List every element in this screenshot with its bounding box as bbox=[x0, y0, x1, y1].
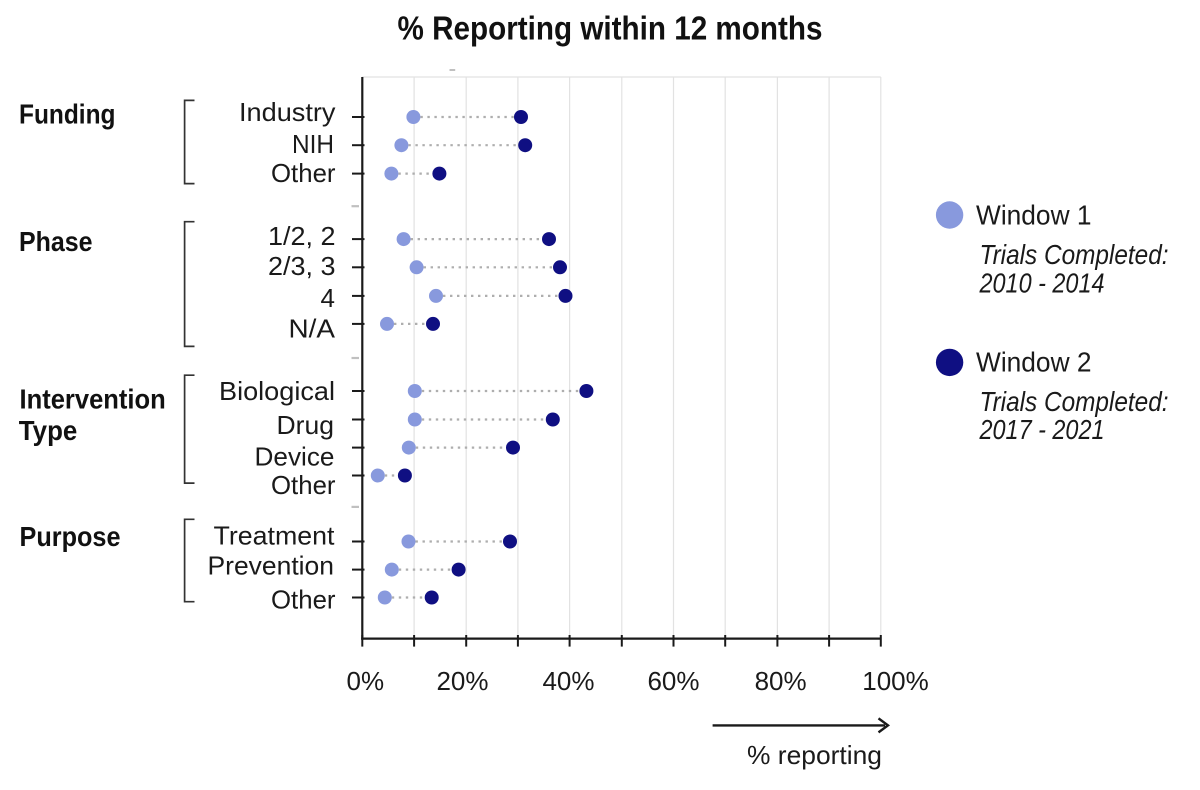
svg-text:Trials Completed:: Trials Completed: bbox=[980, 239, 1169, 270]
svg-text:Biological: Biological bbox=[219, 376, 335, 406]
svg-text:Treatment: Treatment bbox=[214, 520, 336, 550]
svg-text:4: 4 bbox=[321, 283, 335, 313]
svg-text:Window 2: Window 2 bbox=[976, 347, 1092, 378]
svg-text:% Reporting within 12 months: % Reporting within 12 months bbox=[398, 10, 823, 47]
svg-text:0%: 0% bbox=[347, 666, 385, 696]
svg-text:60%: 60% bbox=[647, 666, 699, 696]
svg-text:Trials Completed:: Trials Completed: bbox=[980, 386, 1169, 417]
svg-text:Industry: Industry bbox=[239, 97, 336, 127]
svg-text:Device: Device bbox=[255, 441, 335, 471]
svg-text:Other: Other bbox=[271, 158, 336, 188]
svg-text:NIH: NIH bbox=[292, 129, 334, 159]
svg-text:% reporting: % reporting bbox=[747, 740, 882, 770]
svg-text:2017 - 2021: 2017 - 2021 bbox=[979, 414, 1105, 445]
svg-text:Purpose: Purpose bbox=[20, 521, 121, 552]
svg-text:40%: 40% bbox=[542, 666, 594, 696]
svg-text:100%: 100% bbox=[862, 666, 929, 696]
svg-text:2/3, 3: 2/3, 3 bbox=[268, 251, 336, 281]
svg-text:Prevention: Prevention bbox=[208, 551, 335, 581]
svg-text:Type: Type bbox=[19, 415, 78, 446]
svg-text:Phase: Phase bbox=[19, 226, 93, 257]
svg-text:Intervention: Intervention bbox=[20, 383, 166, 414]
svg-text:Other: Other bbox=[271, 584, 336, 614]
svg-text:20%: 20% bbox=[436, 666, 488, 696]
svg-text:N/A: N/A bbox=[289, 314, 336, 344]
svg-text:80%: 80% bbox=[755, 666, 807, 696]
svg-text:Funding: Funding bbox=[19, 99, 116, 130]
svg-text:2010 - 2014: 2010 - 2014 bbox=[979, 267, 1105, 298]
svg-text:Other: Other bbox=[271, 470, 336, 500]
svg-text:Drug: Drug bbox=[277, 410, 335, 440]
svg-text:1/2, 2: 1/2, 2 bbox=[268, 221, 336, 251]
svg-text:Window 1: Window 1 bbox=[976, 199, 1092, 230]
